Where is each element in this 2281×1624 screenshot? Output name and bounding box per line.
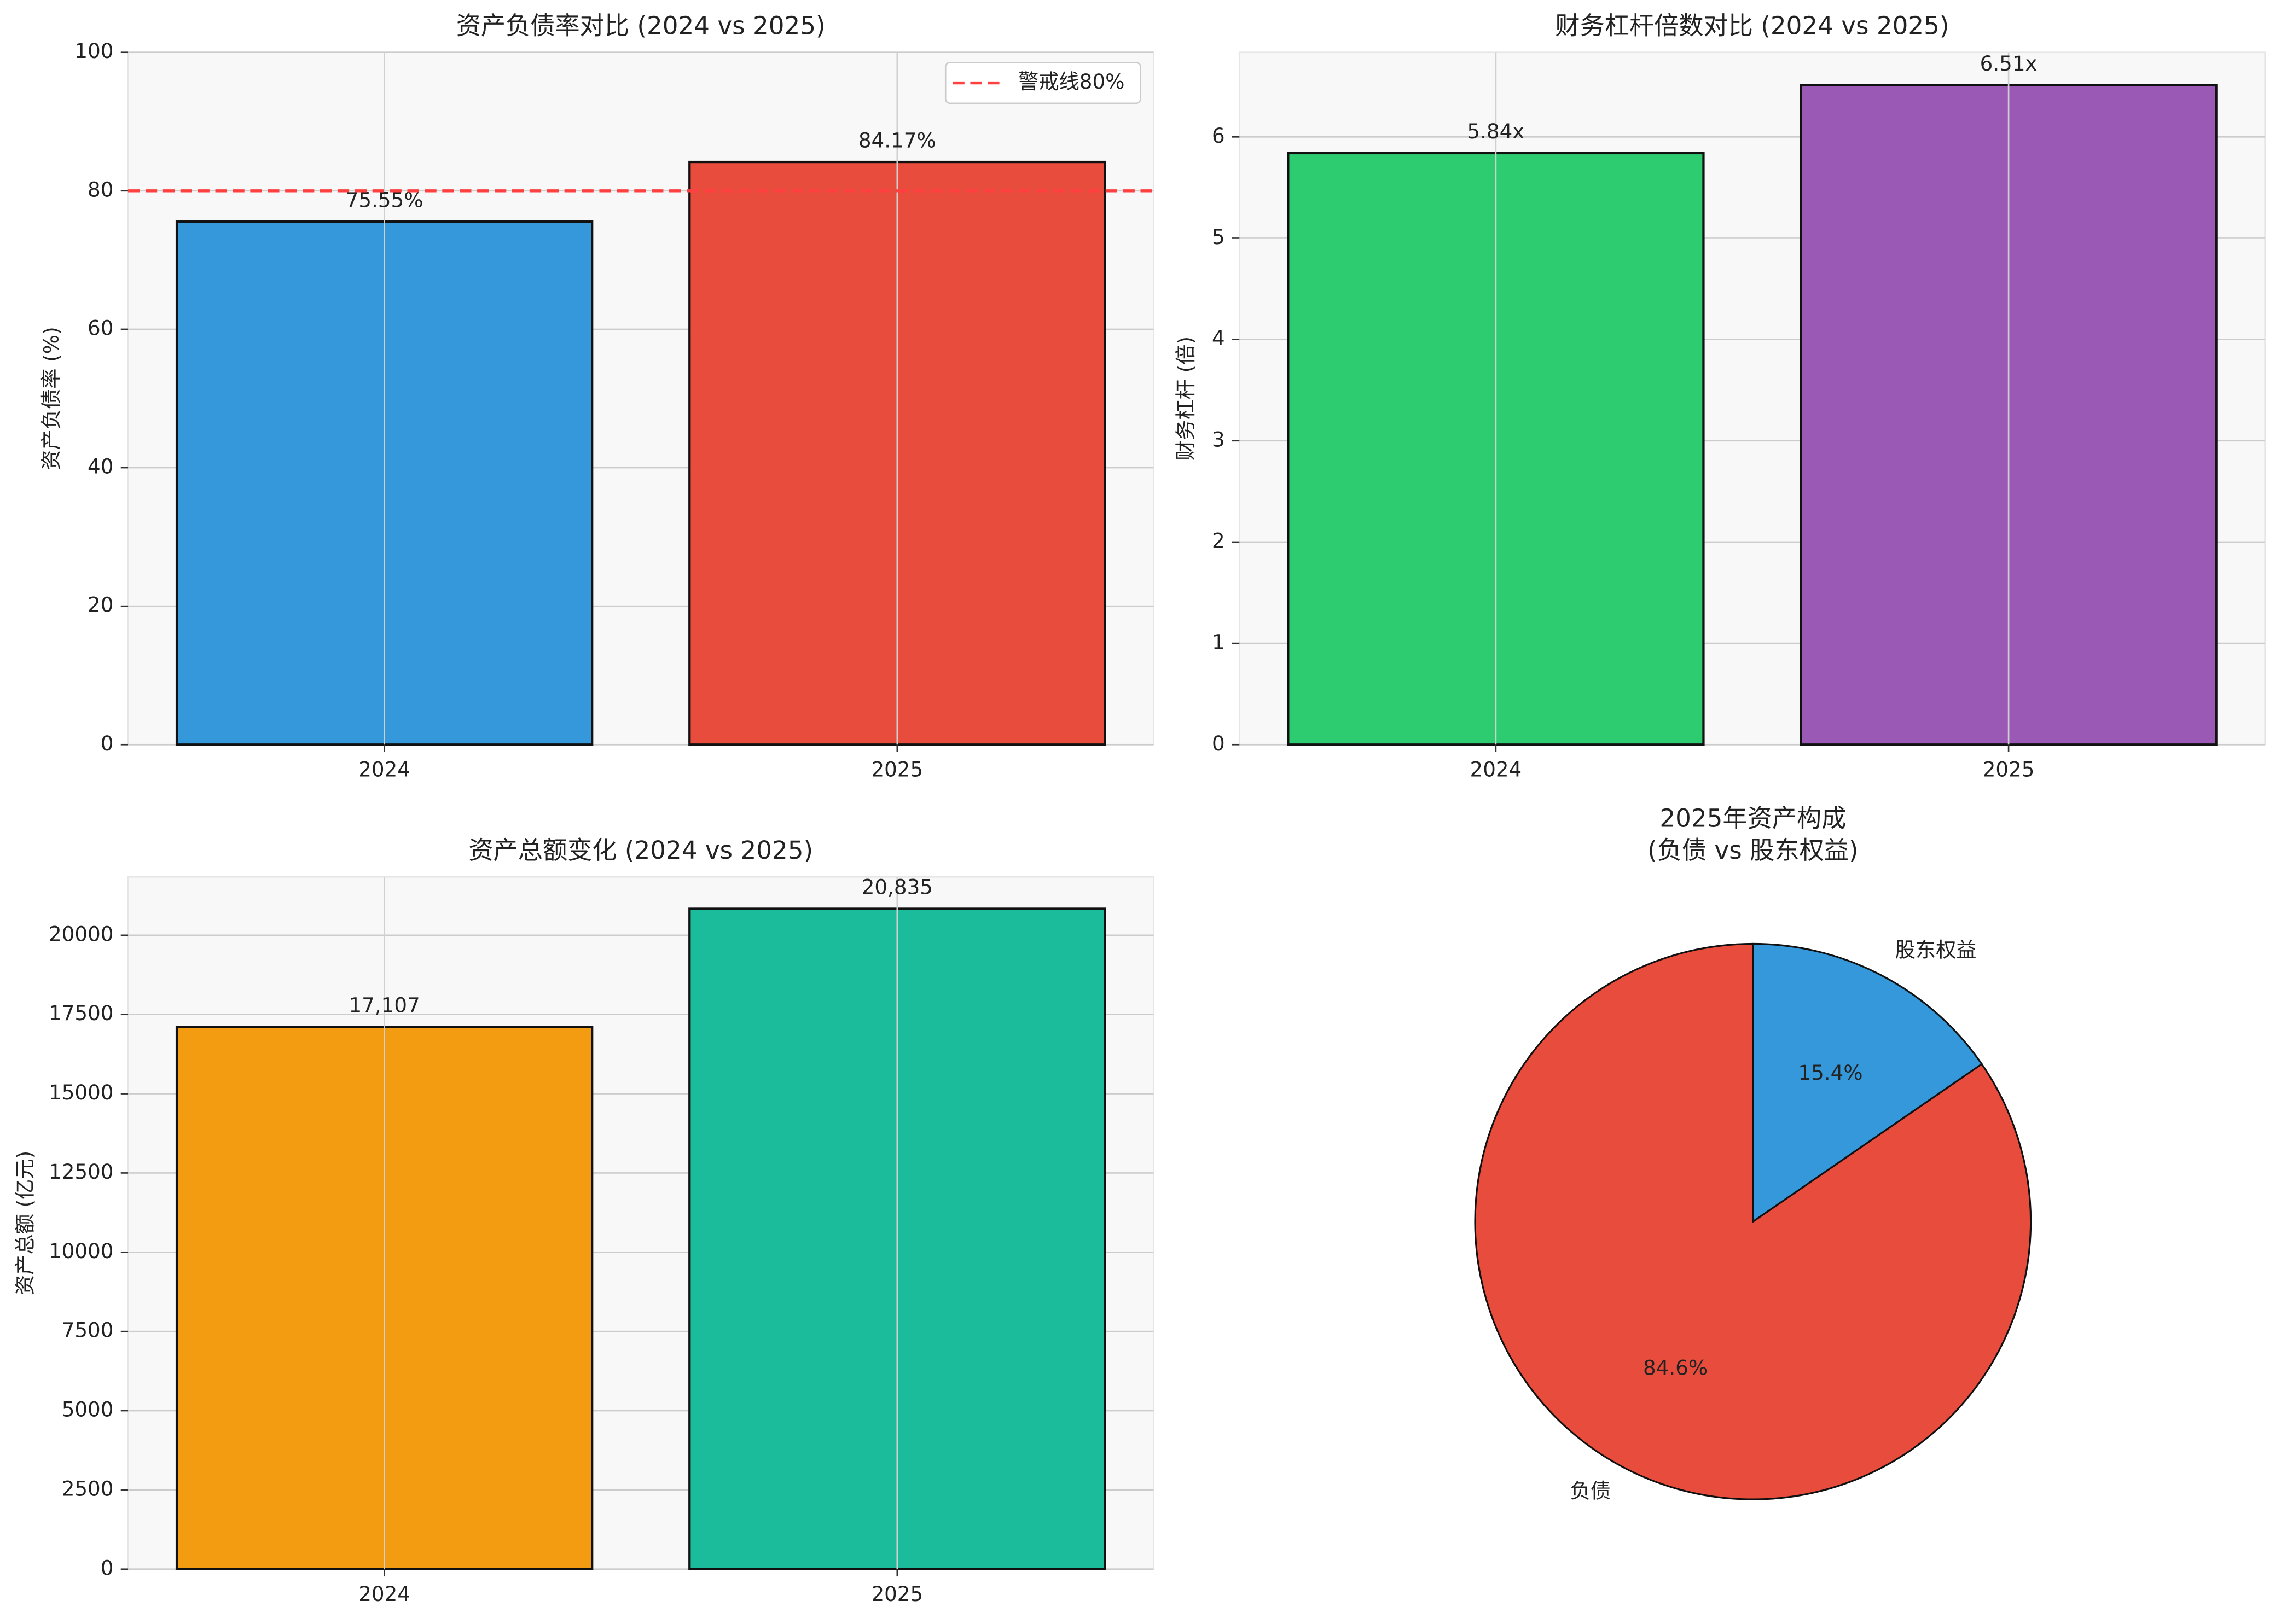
y-tick-label: 10000 [49, 1239, 113, 1263]
y-tick-label: 5000 [62, 1398, 114, 1422]
y-tick-label: 100 [74, 39, 113, 63]
y-axis-label: 财务杠杆 (倍) [1174, 336, 1198, 461]
chart-title: (负债 vs 股东权益) [1647, 836, 1858, 865]
y-tick-label: 2500 [62, 1476, 114, 1500]
y-axis-label: 资产负债率 (%) [39, 327, 63, 470]
value-label: 6.51x [1980, 51, 2038, 75]
y-tick-label: 20 [88, 593, 113, 617]
y-tick-label: 4 [1212, 326, 1225, 350]
x-tick-label: 2024 [358, 758, 410, 782]
slice-label: 股东权益 [1895, 938, 1977, 962]
value-label: 17,107 [349, 993, 420, 1017]
x-tick-label: 2025 [1983, 758, 2035, 782]
y-tick-label: 3 [1212, 427, 1225, 451]
y-tick-label: 40 [88, 455, 113, 479]
chart-title: 2025年资产构成 [1659, 804, 1846, 833]
pie-slice [1752, 942, 1983, 1224]
y-tick-label: 7500 [62, 1318, 114, 1342]
chart-title: 财务杠杆倍数对比 (2024 vs 2025) [1555, 11, 1949, 40]
y-tick-label: 0 [101, 731, 114, 755]
y-tick-label: 20000 [49, 922, 113, 946]
x-tick-label: 2024 [358, 1582, 410, 1606]
y-tick-label: 2 [1212, 528, 1225, 552]
y-tick-label: 5 [1212, 225, 1225, 249]
y-tick-label: 12500 [49, 1160, 113, 1184]
chart-title: 资产负债率对比 (2024 vs 2025) [456, 11, 826, 40]
legend-label: 警戒线80% [1018, 69, 1124, 94]
x-tick-label: 2024 [1470, 758, 1522, 782]
value-label: 5.84x [1467, 119, 1524, 143]
y-tick-label: 80 [88, 177, 113, 201]
x-tick-label: 2025 [871, 1582, 923, 1606]
y-tick-label: 17500 [49, 1001, 113, 1025]
value-label: 84.17% [858, 128, 936, 152]
value-label: 20,835 [862, 875, 933, 899]
chart-title: 资产总额变化 (2024 vs 2025) [468, 836, 813, 865]
legend-box [944, 61, 1141, 104]
slice-percent: 84.6% [1643, 1356, 1708, 1380]
y-tick-label: 60 [88, 316, 113, 340]
y-tick-label: 6 [1212, 124, 1225, 148]
y-tick-label: 1 [1212, 630, 1225, 654]
x-tick-label: 2025 [871, 758, 923, 782]
y-tick-label: 0 [101, 1556, 114, 1580]
slice-percent: 15.4% [1798, 1061, 1862, 1085]
slice-label: 负债 [1570, 1479, 1611, 1503]
y-tick-label: 0 [1212, 731, 1225, 755]
pie-slice [1474, 942, 2032, 1500]
y-axis-label: 资产总额 (亿元) [13, 1151, 37, 1295]
y-tick-label: 15000 [49, 1080, 113, 1104]
